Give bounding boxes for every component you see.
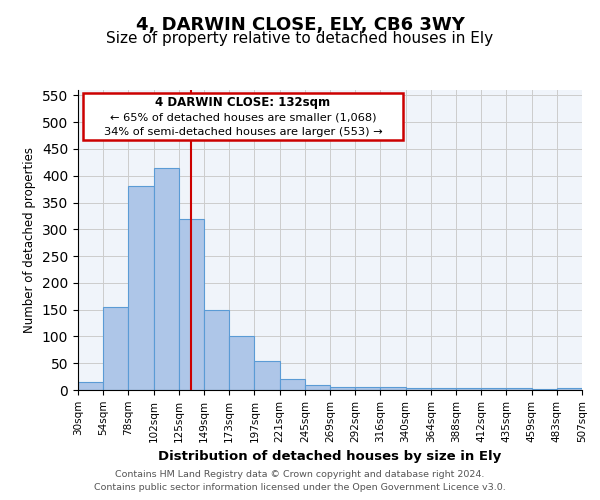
Bar (78, 382, 103, 390)
Y-axis label: Number of detached properties: Number of detached properties (23, 147, 37, 333)
Text: Contains public sector information licensed under the Open Government Licence v3: Contains public sector information licen… (94, 483, 506, 492)
Bar (254, 360, 280, 390)
Bar (506, 388, 532, 390)
Bar (154, 168, 179, 390)
Bar (179, 218, 204, 390)
Bar (280, 380, 305, 390)
Bar (103, 307, 128, 390)
Bar (305, 384, 330, 390)
Bar (330, 388, 355, 390)
Bar (406, 388, 431, 390)
Text: 4 DARWIN CLOSE: 132sqm: 4 DARWIN CLOSE: 132sqm (155, 96, 331, 109)
X-axis label: Distribution of detached houses by size in Ely: Distribution of detached houses by size … (158, 450, 502, 463)
Bar (557, 388, 582, 390)
Bar (355, 388, 380, 390)
Text: 4, DARWIN CLOSE, ELY, CB6 3WY: 4, DARWIN CLOSE, ELY, CB6 3WY (136, 16, 464, 34)
Bar (128, 186, 154, 390)
Bar (204, 310, 229, 390)
Text: Size of property relative to detached houses in Ely: Size of property relative to detached ho… (106, 31, 494, 46)
Text: Contains HM Land Registry data © Crown copyright and database right 2024.: Contains HM Land Registry data © Crown c… (115, 470, 485, 479)
Bar (229, 336, 254, 390)
Text: ← 65% of detached houses are smaller (1,068): ← 65% of detached houses are smaller (1,… (110, 112, 376, 122)
Text: 34% of semi-detached houses are larger (553) →: 34% of semi-detached houses are larger (… (104, 127, 382, 137)
Bar (532, 389, 557, 390)
Bar (380, 388, 406, 390)
Bar (481, 388, 506, 390)
Bar (456, 388, 481, 390)
Bar (431, 388, 456, 390)
FancyBboxPatch shape (83, 93, 403, 140)
